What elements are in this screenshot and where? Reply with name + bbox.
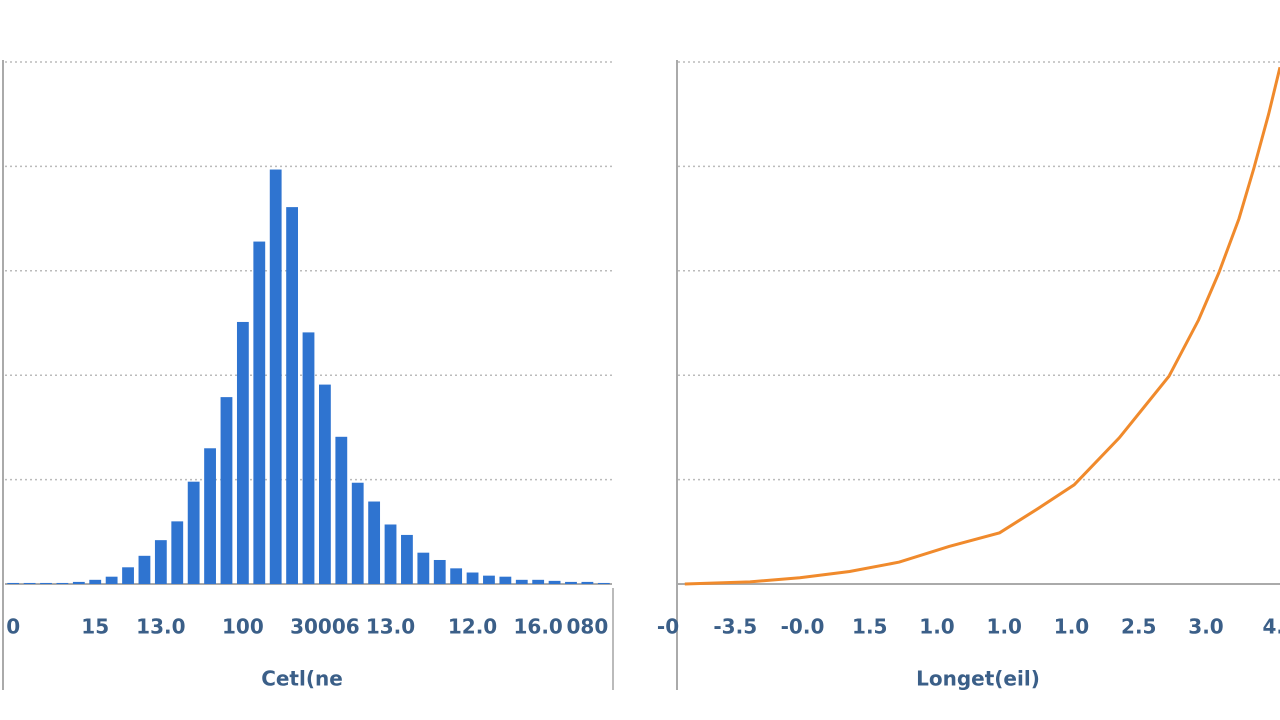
- x-tick-label: -0: [657, 615, 679, 639]
- bar: [122, 567, 134, 584]
- bar: [302, 332, 315, 584]
- x-tick-label: 4.: [1263, 615, 1280, 639]
- bar: [171, 521, 184, 584]
- x-tick-label: 16.0: [513, 615, 562, 639]
- x-tick-label: 0: [6, 615, 20, 639]
- x-tick-label: 3.0: [1188, 615, 1223, 639]
- x-tick-label: 13.0: [136, 615, 185, 639]
- bar: [204, 448, 216, 584]
- bar: [318, 384, 331, 584]
- bar: [597, 582, 610, 584]
- x-tick-label: -0.0: [781, 615, 825, 639]
- bar: [433, 559, 446, 584]
- x-tick-label: 12.0: [448, 615, 497, 639]
- bar: [483, 575, 495, 584]
- x-tick-label: 13.0: [366, 615, 415, 639]
- x-tick-label: 15: [81, 615, 109, 639]
- bar: [335, 436, 348, 584]
- bar: [565, 581, 577, 584]
- x-tick-label: 1.5: [852, 615, 887, 639]
- x-tick-label: 30006: [290, 615, 360, 639]
- bar: [532, 579, 545, 584]
- bar: [515, 579, 528, 584]
- bar: [269, 169, 282, 585]
- bar: [401, 534, 413, 584]
- bar: [581, 581, 594, 584]
- bar: [72, 581, 85, 584]
- x-tick-label: -3.5: [713, 615, 757, 639]
- bar: [187, 481, 200, 584]
- bar: [105, 576, 118, 584]
- bar: [368, 501, 381, 584]
- x-tick-label: 2.5: [1121, 615, 1156, 639]
- bar: [351, 482, 364, 584]
- bar: [548, 580, 561, 584]
- x-tick-label: 1.0: [987, 615, 1022, 639]
- bar: [220, 397, 233, 584]
- x-axis-title: Cetl(ne: [261, 667, 343, 691]
- bar: [286, 207, 299, 584]
- bar: [384, 524, 397, 584]
- bar: [450, 568, 463, 584]
- bar: [23, 582, 36, 584]
- bar: [7, 582, 20, 584]
- bar: [89, 579, 102, 584]
- bar: [40, 582, 52, 584]
- bar: [138, 555, 151, 584]
- x-tick-label: 1.0: [1054, 615, 1089, 639]
- bar: [236, 321, 249, 584]
- bar: [466, 572, 479, 584]
- bar: [417, 552, 430, 584]
- x-tick-label: 100: [222, 615, 264, 639]
- bar: [154, 540, 167, 584]
- bar: [499, 576, 512, 584]
- bar: [56, 582, 69, 584]
- bar: [253, 241, 266, 584]
- x-axis-title: Longet(eil): [916, 667, 1040, 691]
- x-tick-label: 080: [567, 615, 609, 639]
- x-tick-label: 1.0: [919, 615, 954, 639]
- line: [684, 66, 1280, 586]
